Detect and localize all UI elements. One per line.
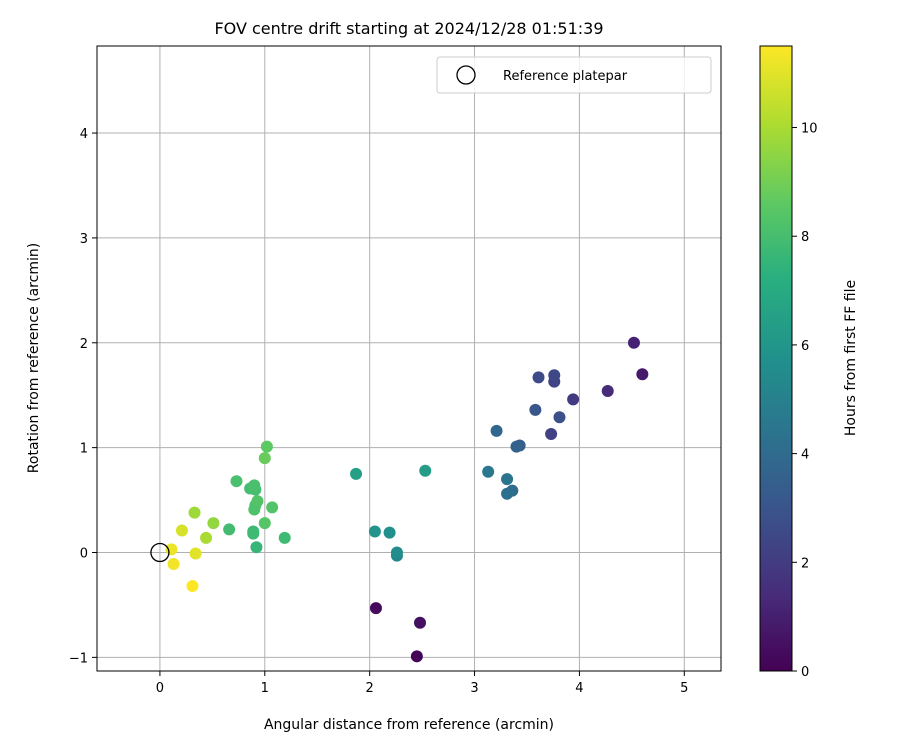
plot-frame [96, 45, 722, 672]
colorbar-gradient [759, 45, 793, 672]
x-axis-ticks: 0 1 2 3 4 5 [156, 671, 688, 696]
data-points [165, 336, 649, 663]
y-tick-label-1: 0 [80, 547, 88, 562]
legend: Reference platepar [436, 56, 712, 94]
point-2 [414, 616, 427, 629]
point-43 [188, 506, 201, 519]
reference-group [150, 542, 170, 563]
x-tick-label-1: 1 [261, 681, 269, 696]
point-11 [553, 411, 566, 424]
colorbar-tick-label-2: 4 [801, 448, 809, 463]
x-axis-label: Angular distance from reference (arcmin) [264, 717, 554, 733]
point-40 [260, 440, 273, 453]
x-tick-label-5: 5 [680, 681, 688, 696]
legend-marker [456, 65, 476, 85]
point-49 [186, 580, 199, 593]
point-0 [410, 650, 423, 663]
point-25 [350, 467, 363, 480]
colorbar-label: Hours from first FF file [843, 280, 859, 436]
point-24 [419, 464, 432, 477]
y-tick-label-3: 2 [80, 337, 88, 352]
colorbar-tick-label-0: 0 [801, 665, 809, 680]
x-tick-label-2: 2 [366, 681, 374, 696]
colorbar-tick-label-5: 10 [801, 122, 818, 137]
point-34 [230, 475, 243, 488]
point-15 [490, 424, 503, 437]
point-44 [200, 531, 213, 544]
chart-title: FOV centre drift starting at 2024/12/28 … [214, 19, 603, 38]
point-6 [567, 393, 580, 406]
point-22 [383, 526, 396, 539]
point-26 [250, 541, 263, 554]
point-48 [167, 558, 180, 571]
colorbar: 0 2 4 6 8 10 Hours from first FF file [759, 45, 859, 680]
legend-label: Reference platepar [503, 69, 628, 84]
point-42 [207, 517, 220, 530]
point-30 [223, 523, 236, 536]
point-37 [251, 495, 264, 508]
point-1 [369, 602, 382, 615]
point-33 [248, 479, 261, 492]
y-tick-label-5: 4 [80, 127, 88, 142]
point-19 [482, 465, 495, 478]
point-12 [529, 403, 542, 416]
colorbar-tick-label-3: 6 [801, 339, 809, 354]
point-4 [627, 336, 640, 349]
point-9 [548, 369, 561, 382]
point-17 [501, 487, 514, 500]
point-29 [247, 527, 260, 540]
y-axis-label: Rotation from reference (arcmin) [26, 243, 42, 473]
point-39 [258, 517, 271, 530]
colorbar-ticks: 0 2 4 6 8 10 [792, 122, 818, 680]
legend-box [436, 56, 712, 94]
x-tick-label-0: 0 [156, 681, 164, 696]
y-tick-label-2: 1 [80, 442, 88, 457]
point-45 [175, 524, 188, 537]
point-18 [501, 473, 514, 486]
point-47 [165, 543, 178, 556]
y-tick-label-0: −1 [69, 651, 88, 666]
x-tick-label-4: 4 [575, 681, 583, 696]
point-7 [545, 428, 558, 441]
point-14 [510, 440, 523, 453]
point-46 [189, 547, 202, 560]
point-21 [390, 546, 403, 559]
point-5 [601, 385, 614, 398]
point-28 [278, 531, 291, 544]
y-tick-label-4: 3 [80, 232, 88, 247]
reference-platepar-marker [150, 542, 170, 563]
x-tick-label-3: 3 [470, 681, 478, 696]
colorbar-tick-label-4: 8 [801, 230, 809, 245]
grid-lines [97, 46, 721, 671]
y-axis-ticks: −1 0 1 2 3 4 [69, 127, 97, 666]
point-10 [532, 371, 545, 384]
point-3 [636, 368, 649, 381]
point-41 [258, 452, 271, 465]
point-38 [266, 501, 279, 514]
point-23 [368, 525, 381, 538]
colorbar-tick-label-1: 2 [801, 556, 809, 571]
